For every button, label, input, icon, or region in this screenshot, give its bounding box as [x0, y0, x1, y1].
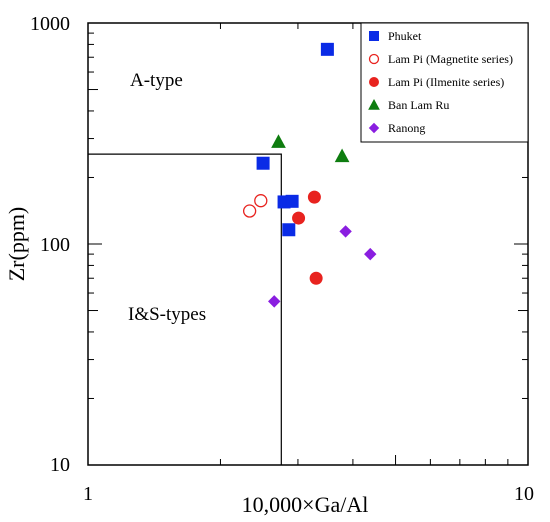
legend-label-ranong: Ranong [388, 121, 425, 135]
data-points [242, 42, 377, 308]
x-axis-label: 10,000×Ga/Al [242, 492, 369, 517]
legend-label-lam-pi-ilmenite: Lam Pi (Ilmenite series) [388, 75, 504, 89]
data-point-lam-pi [242, 204, 257, 218]
y-tick-label-10: 10 [50, 454, 70, 476]
legend-marker-ranong [368, 122, 380, 134]
legend-markers [368, 31, 380, 134]
legend-marker-lam-pi [368, 53, 380, 65]
plot-frame [87, 22, 529, 466]
a-type-boundary-line [88, 153, 282, 465]
region-label-is-types: I&S-types [128, 304, 206, 325]
legend-marker-lam-pi [369, 77, 379, 87]
legend-label-lam-pi-magnetite: Lam Pi (Magnetite series) [388, 52, 513, 66]
legend-label-ban-lam-ru: Ban Lam Ru [388, 98, 449, 112]
legend: Phuket Lam Pi (Magnetite series) Lam Pi … [360, 22, 529, 143]
legend-marker-ban-lam-ru [368, 98, 380, 110]
data-point-ranong [364, 247, 377, 261]
legend-box [360, 22, 529, 143]
data-point-phuket [282, 223, 296, 237]
data-point-lam-pi [254, 194, 268, 208]
x-tick-label-1: 1 [83, 483, 93, 505]
data-point-phuket [256, 156, 270, 170]
x-tick-label-10: 10 [514, 483, 534, 505]
data-point-phuket [285, 194, 299, 208]
y-tick-label-1000: 1000 [30, 13, 70, 35]
data-point-ranong [339, 225, 352, 238]
data-point-lam-pi [307, 190, 321, 204]
y-axis-label: Zr(ppm) [4, 207, 29, 282]
region-label-a-type: A-type [130, 70, 183, 91]
data-point-ban-lam-ru [334, 148, 350, 163]
data-point-lam-pi [292, 211, 306, 225]
data-point-ranong [268, 295, 281, 308]
legend-label-phuket: Phuket [388, 29, 422, 43]
y-tick-label-100: 100 [40, 234, 70, 256]
data-point-lam-pi [309, 271, 323, 285]
legend-marker-phuket [369, 31, 379, 41]
data-point-ban-lam-ru [271, 134, 286, 148]
data-point-phuket [320, 42, 334, 56]
